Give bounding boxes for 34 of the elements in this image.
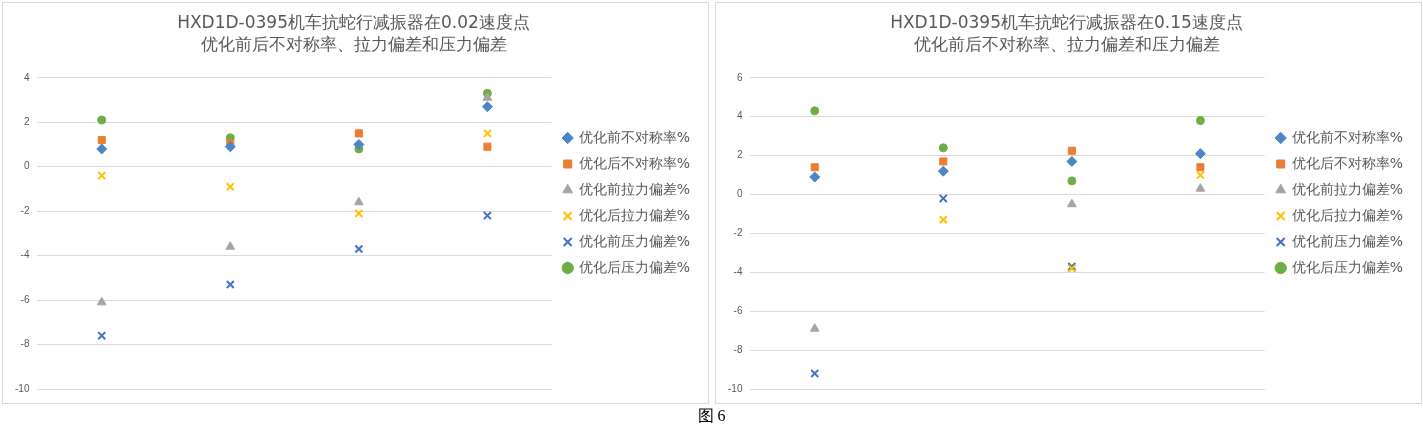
y-tick-label: -2	[733, 227, 743, 239]
legend-label: 优化前压力偏差%	[578, 232, 691, 249]
y-tick-label: -8	[733, 343, 743, 355]
chart-title: HXD1D-0395机车抗蛇行减振器在0.15速度点	[890, 11, 1243, 32]
legend-label: 优化后拉力偏差%	[1291, 206, 1404, 223]
legend-label: 优化前压力偏差%	[1291, 232, 1404, 249]
chart-subtitle: 优化前后不对称率、拉力偏差和压力偏差	[200, 34, 507, 55]
chart-subtitle: 优化前后不对称率、拉力偏差和压力偏差	[913, 34, 1220, 55]
y-tick-label: -2	[20, 204, 30, 216]
caption: 图 6	[696, 406, 727, 426]
legend-label: 优化前拉力偏差%	[578, 180, 691, 197]
y-tick-label: -4	[733, 266, 743, 278]
legend-label: 优化前拉力偏差%	[1291, 180, 1404, 197]
y-tick-label: 0	[736, 188, 743, 200]
y-tick-label: 4	[23, 71, 30, 83]
y-tick-label: 4	[736, 110, 743, 122]
legend-label: 优化后压力偏差%	[578, 258, 691, 275]
y-tick-label: -6	[20, 293, 30, 305]
legend-label: 优化后不对称率%	[578, 154, 691, 171]
y-tick-label: 0	[23, 160, 30, 172]
y-tick-label: -6	[733, 304, 743, 316]
legend-label: 优化前不对称率%	[578, 128, 691, 145]
y-tick-label: 6	[736, 71, 743, 83]
legend-label: 优化后压力偏差%	[1291, 258, 1404, 275]
y-tick-label: -10	[728, 382, 743, 394]
y-tick-label: -10	[15, 382, 30, 394]
y-tick-label: -8	[20, 338, 30, 350]
legend-label: 优化前不对称率%	[1291, 128, 1404, 145]
y-tick-label: 2	[736, 149, 743, 161]
legend-label: 优化后拉力偏差%	[578, 206, 691, 223]
chart-title: HXD1D-0395机车抗蛇行减振器在0.02速度点	[177, 11, 530, 32]
y-tick-label: -4	[20, 249, 30, 261]
legend-label: 优化后不对称率%	[1291, 154, 1404, 171]
y-tick-label: 2	[23, 116, 30, 128]
